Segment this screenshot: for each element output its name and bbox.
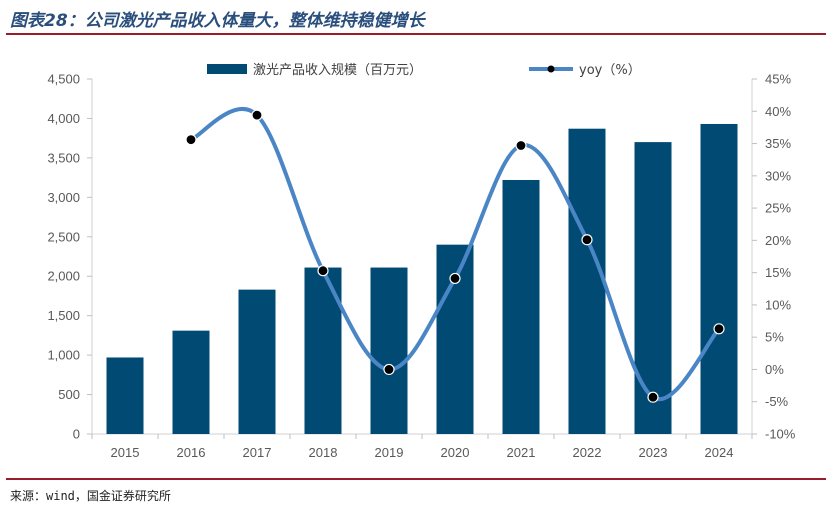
yoy-point xyxy=(713,323,725,335)
y-right-tick-label: -5% xyxy=(765,394,789,409)
y-left-tick-label: 3,500 xyxy=(47,150,80,165)
y-right-tick-label: 40% xyxy=(765,104,791,119)
y-left-tick-label: 1,500 xyxy=(47,308,80,323)
x-tick-label: 2021 xyxy=(507,445,536,460)
x-tick-label: 2018 xyxy=(309,445,338,460)
y-right-tick-label: 25% xyxy=(765,201,791,216)
yoy-point xyxy=(647,391,659,403)
yoy-point xyxy=(317,265,329,277)
y-right-tick-label: 15% xyxy=(765,265,791,280)
y-right-tick-label: 10% xyxy=(765,297,791,312)
x-tick-label: 2016 xyxy=(177,445,206,460)
bar-revenue xyxy=(106,357,144,434)
y-left-tick-label: 4,000 xyxy=(47,111,80,126)
y-right-tick-label: 30% xyxy=(765,168,791,183)
y-left-tick-label: 1,000 xyxy=(47,348,80,363)
yoy-point xyxy=(515,139,527,152)
yoy-point xyxy=(581,234,593,246)
yoy-point xyxy=(449,272,461,285)
x-tick-label: 2024 xyxy=(705,445,734,460)
y-left-tick-label: 0 xyxy=(73,427,80,442)
title-bar: 图表28：公司激光产品收入体量大，整体维持稳健增长 xyxy=(6,4,826,31)
x-tick-label: 2019 xyxy=(375,445,404,460)
bar-revenue xyxy=(700,123,738,434)
yoy-point xyxy=(383,363,395,376)
bar-revenue xyxy=(370,267,408,434)
x-tick-label: 2022 xyxy=(573,445,602,460)
legend-line-marker xyxy=(547,65,555,73)
legend-bar-label: 激光产品收入规模（百万元） xyxy=(253,63,422,78)
x-tick-label: 2020 xyxy=(441,445,470,460)
bar-revenue xyxy=(568,128,606,434)
source-note: 来源：wind，国金证券研究所 xyxy=(10,489,171,503)
legend-line-label: yoy（%） xyxy=(579,63,641,78)
y-right-tick-label: 35% xyxy=(765,136,791,151)
x-tick-label: 2015 xyxy=(111,445,140,460)
y-left-tick-label: 2,000 xyxy=(47,269,80,284)
y-left-tick-label: 3,000 xyxy=(47,190,80,205)
y-left-tick-label: 4,500 xyxy=(47,72,80,87)
y-right-tick-label: 5% xyxy=(765,330,784,345)
yoy-point xyxy=(185,134,197,146)
y-right-tick-label: -10% xyxy=(765,427,796,442)
bar-revenue xyxy=(238,289,276,434)
yoy-point xyxy=(251,109,263,121)
y-right-tick-label: 45% xyxy=(765,72,791,87)
bar-revenue xyxy=(172,330,210,434)
x-tick-label: 2017 xyxy=(243,445,272,460)
x-tick-label: 2023 xyxy=(639,445,668,460)
y-left-tick-label: 2,500 xyxy=(47,229,80,244)
y-right-tick-label: 20% xyxy=(765,233,791,248)
bar-revenue xyxy=(502,179,540,434)
y-left-tick-label: 500 xyxy=(58,387,80,402)
bar-revenue xyxy=(634,142,672,434)
chart-title: 图表28：公司激光产品收入体量大，整体维持稳健增长 xyxy=(10,11,425,31)
title-divider xyxy=(6,33,826,35)
legend-bar-swatch xyxy=(207,64,247,74)
footer-divider xyxy=(6,478,826,480)
y-right-tick-label: 0% xyxy=(765,362,784,377)
